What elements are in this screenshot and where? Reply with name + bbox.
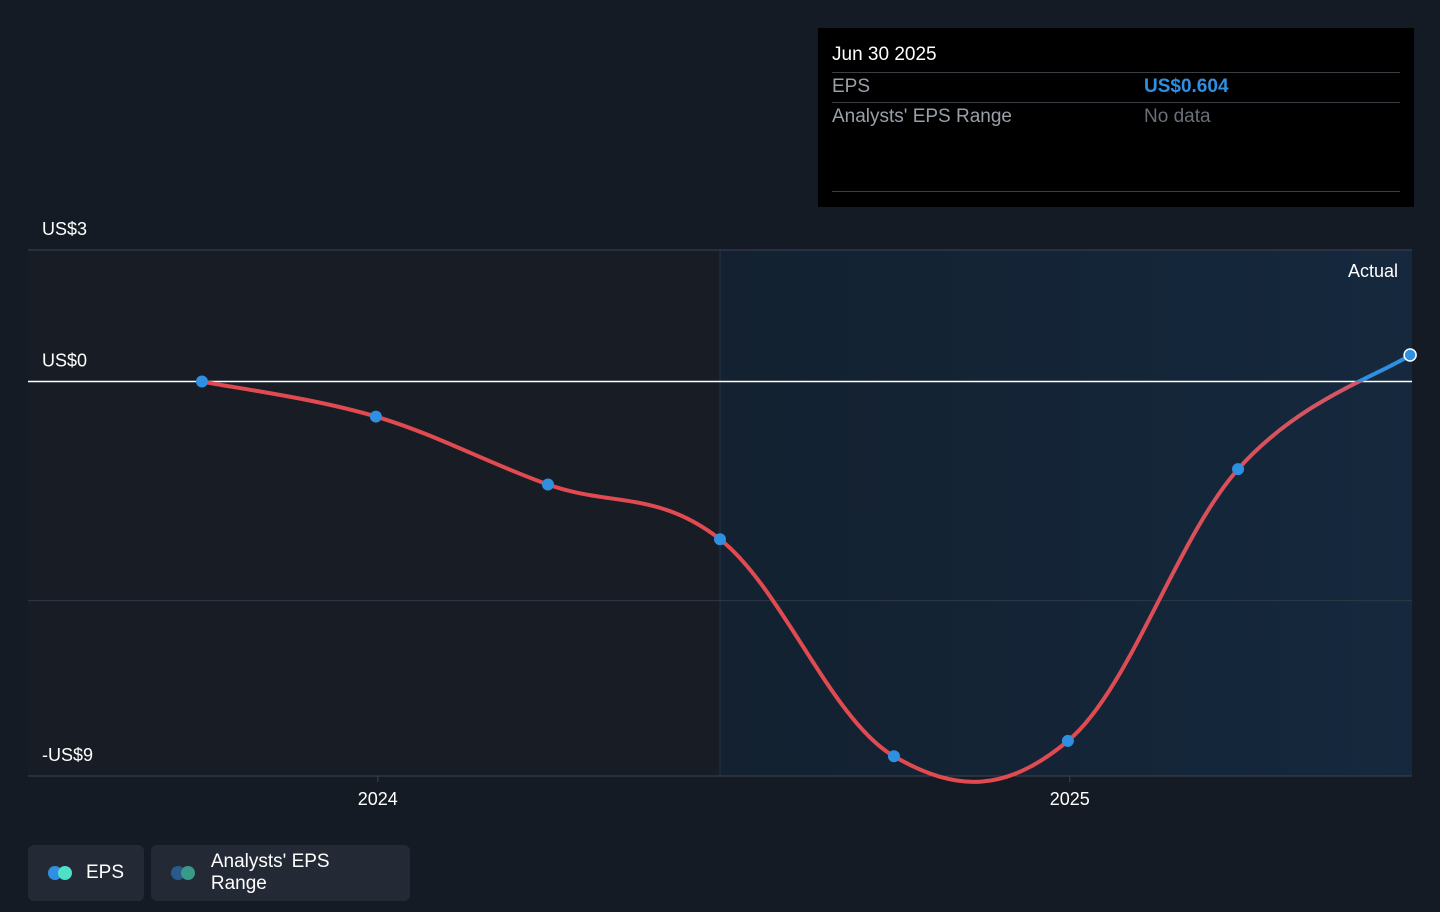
eps-point — [195, 375, 208, 388]
eps-point — [541, 478, 554, 491]
legend-eps-label: EPS — [85, 862, 124, 883]
tooltip-eps-label: EPS — [832, 76, 871, 97]
legend-range-label: Analysts' EPS Range — [210, 851, 330, 894]
legend-range-button[interactable]: Analysts' EPS Range — [151, 845, 410, 901]
tooltip-eps-value: US$0.604 — [1144, 76, 1229, 97]
tooltip-date: Jun 30 2025 — [832, 44, 937, 65]
tooltip-divider — [832, 102, 1400, 103]
actual-region — [720, 250, 1412, 776]
y-tick-label: US$0 — [42, 351, 87, 371]
tooltip-panel: Jun 30 2025 EPS US$0.604 Analysts' EPS R… — [818, 28, 1414, 207]
tooltip-range-value: No data — [1144, 106, 1211, 127]
range-legend-icon — [171, 866, 199, 880]
y-tick-label: -US$9 — [42, 745, 93, 765]
eps-legend-icon — [48, 866, 74, 880]
tooltip-divider — [832, 191, 1400, 192]
eps-point — [1403, 348, 1417, 362]
y-tick-label: US$3 — [42, 219, 87, 239]
eps-point — [1232, 463, 1245, 476]
eps-point — [369, 410, 382, 423]
tooltip-divider — [832, 72, 1400, 73]
x-tick-label: 2024 — [358, 789, 398, 809]
past-region — [28, 250, 720, 776]
eps-point — [1061, 734, 1074, 747]
actual-region-label: Actual — [1348, 261, 1398, 281]
eps-line-negative — [199, 381, 1364, 784]
eps-point — [714, 533, 726, 546]
legend-eps-button[interactable]: EPS — [28, 845, 144, 901]
eps-point — [887, 750, 900, 763]
tooltip-range-label: Analysts' EPS Range — [832, 106, 1012, 127]
x-tick-label: 2025 — [1050, 789, 1090, 809]
